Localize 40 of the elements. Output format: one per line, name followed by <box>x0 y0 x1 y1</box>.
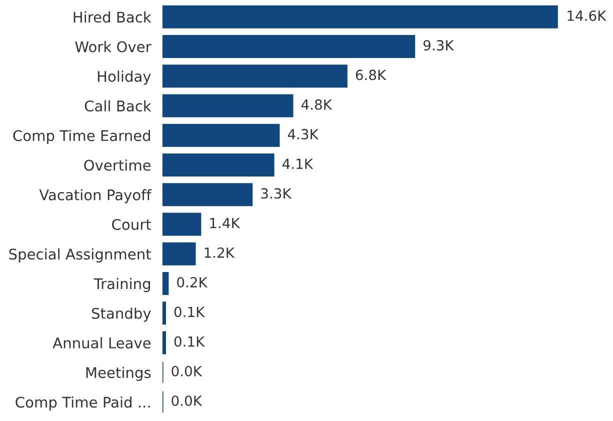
data-label: 0.0K <box>172 366 202 376</box>
data-label: 14.6K <box>568 10 606 21</box>
y-tick-label: Annual Leave <box>52 337 151 348</box>
y-tick-label: Training <box>94 278 150 292</box>
data-label: 4.8K <box>301 99 332 110</box>
data-label: 0.0K <box>172 396 202 406</box>
bar <box>162 183 253 206</box>
bar <box>162 302 166 325</box>
bar <box>162 272 169 295</box>
bar <box>162 94 294 118</box>
bar <box>162 212 202 236</box>
y-tick-label: Hired Back <box>74 11 152 23</box>
bar <box>162 331 166 354</box>
y-tick-label: Standby <box>92 308 151 322</box>
bar <box>162 35 416 58</box>
y-tick-label: Call Back <box>84 100 152 112</box>
y-tick-label: Court <box>112 218 151 230</box>
data-label: 4.3K <box>288 128 319 140</box>
y-tick-label: Comp Time Earned <box>13 130 150 144</box>
bar <box>162 5 558 28</box>
y-tick-label: Meetings <box>86 366 151 381</box>
data-label: 3.3K <box>261 188 292 199</box>
y-tick-label: Special Assignment <box>9 248 151 262</box>
data-label: 4.1K <box>282 158 314 169</box>
bar <box>162 154 274 177</box>
data-label: 1.2K <box>204 247 235 258</box>
data-label: 9.3K <box>424 40 454 51</box>
y-tick-label: Holiday <box>98 70 151 85</box>
y-tick-label: Comp Time Paid ... <box>16 396 150 411</box>
data-label: 1.4K <box>210 218 240 228</box>
y-tick-label: Overtime <box>84 159 151 171</box>
bar <box>162 242 196 266</box>
bar <box>162 124 280 147</box>
bar <box>162 64 348 88</box>
data-label: 0.1K <box>174 336 205 347</box>
data-label: 0.1K <box>174 306 205 318</box>
y-tick-label: Vacation Payoff <box>39 189 152 204</box>
data-label: 0.2K <box>177 277 208 288</box>
data-label: 6.8K <box>356 70 386 80</box>
y-tick-label: Work Over <box>75 40 152 52</box>
